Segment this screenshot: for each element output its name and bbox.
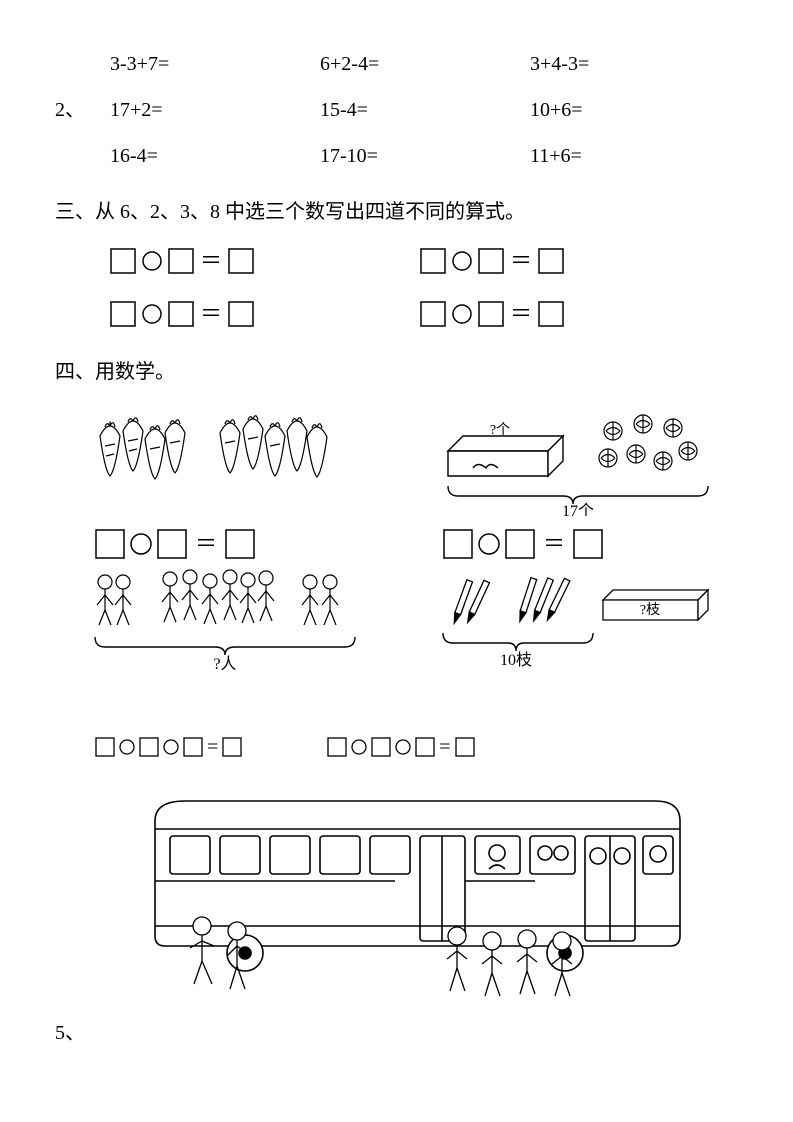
eq: 3+4-3= <box>530 50 740 78</box>
eq: 15-4= <box>320 96 530 124</box>
box-icon <box>110 301 136 327</box>
circle-icon <box>395 739 411 755</box>
carrots-problem <box>90 406 378 524</box>
eq-template: ＝ <box>420 246 564 277</box>
circle-icon <box>477 532 501 556</box>
eq-template: ＝ <box>443 529 738 560</box>
eq-template-3: = <box>95 733 242 761</box>
eq-template: ＝ <box>420 299 564 330</box>
eq-template: ＝ <box>110 299 380 330</box>
circle-icon <box>163 739 179 755</box>
box-icon <box>139 737 159 757</box>
pencils-icon: ?枝 10枝 <box>438 565 738 675</box>
carrots-icon <box>90 406 360 496</box>
box-icon <box>327 737 347 757</box>
eq: 17-10= <box>320 142 530 170</box>
circle-icon <box>351 739 367 755</box>
box-question: ?个 <box>490 422 510 438</box>
eq-template-row-2: ＝ ＝ <box>55 299 738 330</box>
bus-problem <box>135 781 738 1009</box>
box-icon <box>478 248 504 274</box>
bracket-label: 10枝 <box>500 651 532 669</box>
box-icon <box>110 248 136 274</box>
eq-template-row-1: ＝ ＝ <box>55 246 738 277</box>
box-icon <box>573 529 603 559</box>
people-icon: ?人 <box>90 565 370 675</box>
equals: ＝ <box>195 529 217 560</box>
eq: 17+2= <box>110 96 320 124</box>
circle-icon <box>452 304 472 324</box>
circle-icon <box>142 251 162 271</box>
section3-title: 三、从 6、2、3、8 中选三个数写出四道不同的算式。 <box>55 198 738 226</box>
box-icon <box>157 529 187 559</box>
box-icon <box>505 529 535 559</box>
box-icon <box>228 301 254 327</box>
box-question: ?枝 <box>640 602 660 618</box>
box-icon <box>222 737 242 757</box>
box-icon <box>95 529 125 559</box>
equals: ＝ <box>543 529 565 560</box>
box-icon <box>228 248 254 274</box>
box-icon <box>415 737 435 757</box>
bracket-label: 17个 <box>562 502 594 516</box>
bus-icon <box>135 781 695 1001</box>
eq: 6+2-4= <box>320 50 530 78</box>
arith-row-2: 2、 17+2= 15-4= 10+6= <box>55 96 738 124</box>
box-icon <box>183 737 203 757</box>
box-balls-problem: ?个 17个 <box>438 406 738 524</box>
equals: = <box>207 733 218 761</box>
box-icon <box>225 529 255 559</box>
pencils-problem: ＝ <box>438 529 738 684</box>
circle-icon <box>452 251 472 271</box>
eq-template: ＝ <box>95 529 378 560</box>
triple-eq-row: = = <box>95 733 738 761</box>
box-icon <box>478 301 504 327</box>
box-icon <box>455 737 475 757</box>
eq: 10+6= <box>530 96 740 124</box>
box-balls-icon: ?个 17个 <box>438 406 748 516</box>
equals: ＝ <box>510 299 532 330</box>
equals: ＝ <box>200 246 222 277</box>
equals: ＝ <box>510 246 532 277</box>
equals: ＝ <box>200 299 222 330</box>
box-icon <box>168 301 194 327</box>
circle-icon <box>119 739 135 755</box>
bracket-label: ?人 <box>213 655 236 673</box>
picture-row-2: ＝ <box>90 529 738 684</box>
circle-icon <box>142 304 162 324</box>
box-icon <box>443 529 473 559</box>
picture-row-1: ?个 17个 <box>90 406 738 524</box>
eq-template-3: = <box>327 733 474 761</box>
box-icon <box>371 737 391 757</box>
row-label: 2、 <box>55 96 110 124</box>
box-icon <box>538 248 564 274</box>
eq: 11+6= <box>530 142 740 170</box>
box-icon <box>420 248 446 274</box>
box-icon <box>168 248 194 274</box>
equals: = <box>439 733 450 761</box>
eq: 16-4= <box>110 142 320 170</box>
eq-template: ＝ <box>110 246 380 277</box>
section4-title: 四、用数学。 <box>55 358 738 386</box>
arith-row-3: 16-4= 17-10= 11+6= <box>55 142 738 170</box>
arith-row-1: 3-3+7= 6+2-4= 3+4-3= <box>55 50 738 78</box>
box-icon <box>95 737 115 757</box>
circle-icon <box>129 532 153 556</box>
q5-label: 5、 <box>55 1019 738 1047</box>
box-icon <box>538 301 564 327</box>
people-problem: ＝ <box>90 529 378 684</box>
eq: 3-3+7= <box>110 50 320 78</box>
box-icon <box>420 301 446 327</box>
